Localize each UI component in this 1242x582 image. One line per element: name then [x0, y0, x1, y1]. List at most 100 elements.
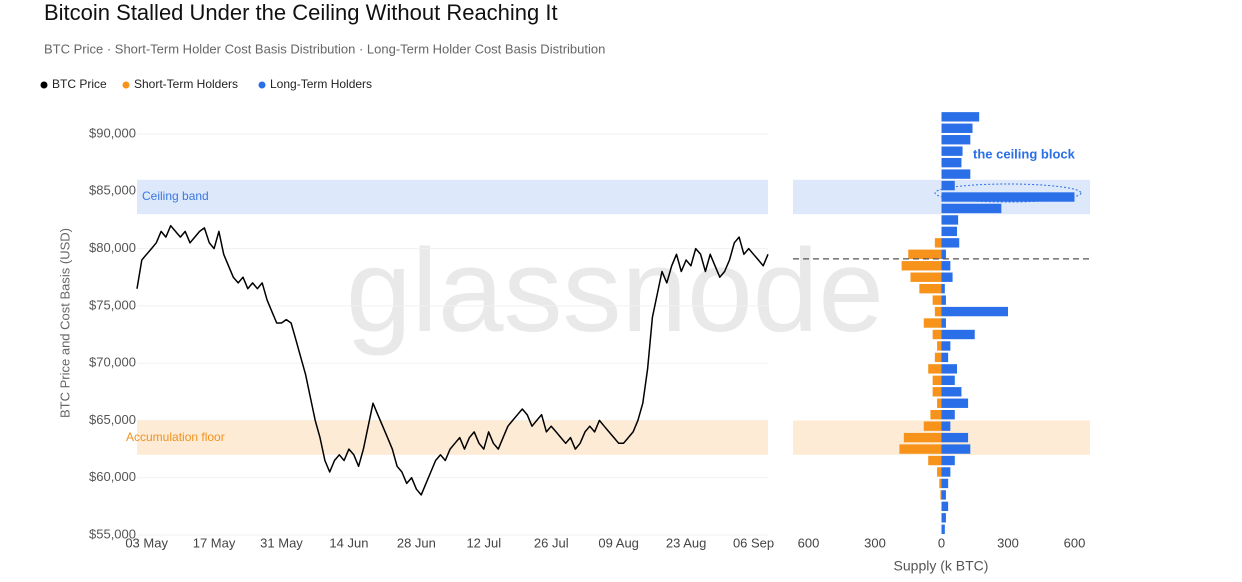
- x-tick-label: 300: [864, 535, 886, 550]
- supply-bar: [901, 261, 942, 271]
- y-tick-label: $80,000: [89, 240, 136, 255]
- supply-bar: [941, 180, 955, 191]
- supply-bar: [932, 375, 942, 386]
- supply-bar: [941, 135, 971, 145]
- supply-bar: [932, 329, 942, 340]
- supply-bar: [941, 238, 960, 248]
- supply-bar: [940, 490, 942, 500]
- supply-bar: [941, 501, 949, 512]
- supply-bar: [932, 295, 942, 305]
- supply-bar: [941, 261, 951, 271]
- x-tick-label: 17 May: [193, 535, 236, 550]
- band: [137, 179, 768, 215]
- supply-bar: [899, 444, 942, 454]
- supply-bar: [941, 146, 963, 156]
- supply-bar: [932, 387, 942, 397]
- supply-bar: [941, 387, 962, 397]
- legend-swatch: [40, 81, 48, 89]
- supply-bar: [934, 352, 942, 363]
- supply-bar: [941, 318, 946, 328]
- x-tick-label: 600: [798, 535, 820, 550]
- x-axis-label: Supply (k BTC): [894, 558, 989, 574]
- supply-bar: [941, 295, 946, 305]
- chart-title: Bitcoin Stalled Under the Ceiling Withou…: [44, 0, 558, 25]
- supply-bar: [941, 157, 962, 168]
- x-tick-label: 26 Jul: [534, 535, 569, 550]
- supply-bar: [934, 306, 942, 317]
- supply-bar: [941, 467, 951, 477]
- x-tick-label: 14 Jun: [329, 535, 368, 550]
- band-label: Accumulation floor: [126, 430, 225, 444]
- x-tick-label: 0: [938, 535, 945, 550]
- supply-bar: [941, 444, 971, 454]
- supply-bar: [941, 375, 955, 386]
- supply-bar: [941, 478, 949, 489]
- x-tick-label: 31 May: [260, 535, 303, 550]
- band-label: Ceiling band: [142, 189, 209, 203]
- supply-bar: [941, 329, 975, 340]
- supply-bar: [941, 192, 1075, 202]
- supply-bar: [930, 410, 942, 420]
- supply-bar: [919, 283, 942, 294]
- legend-label: BTC Price: [52, 77, 107, 91]
- y-tick-label: $90,000: [89, 125, 136, 140]
- supply-bar: [941, 524, 945, 534]
- supply-bar: [939, 478, 942, 489]
- supply-bar: [941, 341, 951, 351]
- x-tick-label: 23 Aug: [666, 535, 707, 550]
- supply-bar: [941, 352, 949, 363]
- supply-bar: [928, 364, 942, 374]
- supply-bar: [923, 318, 942, 328]
- y-axis-label: BTC Price and Cost Basis (USD): [57, 228, 72, 418]
- x-tick-label: 600: [1064, 535, 1086, 550]
- annotation: the ceiling block: [973, 146, 1076, 161]
- price-line: [136, 224, 769, 496]
- supply-bar: [910, 272, 942, 282]
- supply-bar: [903, 432, 942, 443]
- supply-bar: [941, 490, 946, 500]
- chart-subtitle: BTC Price · Short-Term Holder Cost Basis…: [44, 41, 605, 56]
- supply-bar: [941, 169, 971, 179]
- x-tick-label: 06 Sep: [733, 535, 774, 550]
- supply-bar: [908, 249, 942, 259]
- supply-bar: [934, 238, 942, 248]
- supply-bar: [928, 455, 942, 466]
- legend-swatch: [258, 81, 266, 89]
- x-tick-label: 28 Jun: [397, 535, 436, 550]
- supply-bar: [937, 398, 942, 408]
- y-tick-label: $85,000: [89, 183, 136, 198]
- supply-bar: [923, 421, 942, 431]
- supply-bar: [941, 398, 969, 408]
- supply-bar: [941, 455, 955, 466]
- supply-bar: [941, 513, 946, 523]
- supply-bar: [937, 341, 942, 351]
- supply-bar: [941, 215, 959, 225]
- y-tick-label: $75,000: [89, 297, 136, 312]
- supply-bar: [941, 123, 973, 133]
- supply-bar: [941, 364, 958, 374]
- supply-bar: [941, 112, 980, 122]
- x-tick-label: 03 May: [125, 535, 168, 550]
- y-tick-label: $65,000: [89, 412, 136, 427]
- x-tick-label: 12 Jul: [466, 535, 501, 550]
- supply-bar: [941, 203, 1002, 214]
- supply-bar: [941, 421, 951, 431]
- supply-bar: [941, 283, 945, 294]
- y-tick-label: $55,000: [89, 526, 136, 541]
- y-tick-label: $70,000: [89, 355, 136, 370]
- legend-label: Long-Term Holders: [270, 77, 372, 91]
- x-tick-label: 300: [997, 535, 1019, 550]
- watermark: glassnode: [346, 225, 884, 357]
- supply-bar: [941, 432, 969, 443]
- x-tick-label: 09 Aug: [598, 535, 639, 550]
- supply-bar: [941, 272, 953, 282]
- supply-bar: [941, 306, 1008, 317]
- legend-label: Short-Term Holders: [134, 77, 238, 91]
- supply-bar: [937, 467, 942, 477]
- supply-bar: [941, 249, 946, 259]
- band: [137, 420, 768, 455]
- legend-swatch: [122, 81, 130, 89]
- annotation-ring: [934, 183, 1082, 203]
- supply-bar: [941, 226, 958, 237]
